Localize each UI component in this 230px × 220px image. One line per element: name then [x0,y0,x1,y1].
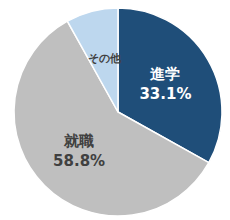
svg-text:進学: 進学 [149,65,180,83]
svg-text:33.1%: 33.1% [139,85,191,103]
svg-text:就職: 就職 [63,132,94,150]
svg-text:その他: その他 [88,52,122,65]
svg-text:58.8%: 58.8% [53,152,105,170]
